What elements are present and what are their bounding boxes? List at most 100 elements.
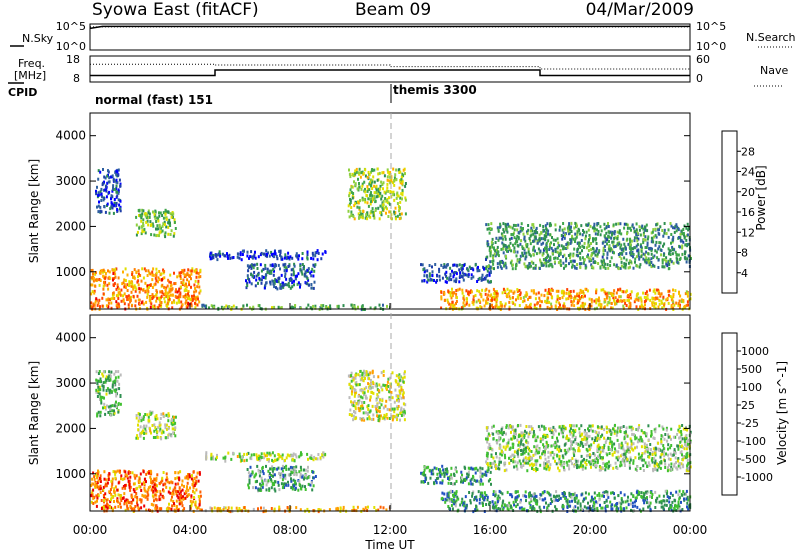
scatter-cell <box>542 258 545 261</box>
scatter-cell <box>535 226 538 230</box>
scatter-cell <box>193 290 196 294</box>
scatter-cell <box>506 294 508 298</box>
scatter-cell <box>687 254 690 258</box>
scatter-cell <box>197 495 200 498</box>
scatter-cell <box>164 423 167 427</box>
scatter-cell <box>170 283 173 287</box>
scatter-cell <box>516 295 519 299</box>
scatter-cell <box>599 450 602 454</box>
scatter-cell <box>101 195 103 199</box>
scatter-cell <box>130 280 133 284</box>
scatter-cell <box>551 265 554 269</box>
scatter-cell <box>560 234 563 237</box>
scatter-cell <box>445 280 448 284</box>
scatter-cell <box>404 196 407 200</box>
scatter-cell <box>470 276 473 280</box>
scatter-cell <box>135 414 138 417</box>
scatter-cell <box>90 500 93 504</box>
scatter-cell <box>155 227 158 231</box>
scatter-cell <box>520 239 523 243</box>
scatter-cell <box>117 370 120 374</box>
scatter-cell <box>615 222 618 226</box>
scatter-cell <box>421 279 424 283</box>
scatter-cell <box>138 484 141 488</box>
scatter-cell <box>260 452 263 456</box>
scatter-cell <box>147 285 150 289</box>
scatter-cell <box>500 247 503 251</box>
scatter-cell <box>95 378 98 382</box>
scatter-cell <box>658 292 661 295</box>
scatter-cell <box>209 251 212 255</box>
scatter-cell <box>487 265 490 268</box>
scatter-cell <box>403 411 406 415</box>
scatter-cell <box>149 470 152 474</box>
scatter-cell <box>440 306 443 310</box>
scatter-cell <box>538 237 541 241</box>
scatter-cell <box>523 251 526 255</box>
scatter-cell <box>686 222 689 226</box>
scatter-cell <box>579 251 582 255</box>
scatter-cell <box>595 290 598 294</box>
scatter-cell <box>526 264 529 268</box>
scatter-cell <box>180 271 183 275</box>
scatter-cell <box>471 467 474 471</box>
scatter-cell <box>298 480 301 484</box>
scatter-cell <box>252 305 255 309</box>
scatter-cell <box>184 287 187 291</box>
scatter-cell <box>574 232 577 236</box>
scatter-cell <box>558 306 561 310</box>
scatter-cell <box>254 486 257 490</box>
scatter-cell <box>114 376 117 380</box>
scatter-cell <box>379 414 382 418</box>
scatter-cell <box>95 473 97 477</box>
scatter-cell <box>312 253 315 257</box>
scatter-cell <box>140 500 143 504</box>
scatter-cell <box>133 490 136 494</box>
scatter-cell <box>532 266 535 270</box>
scatter-cell <box>595 288 598 292</box>
scatter-cell <box>137 479 140 483</box>
scatter-cell <box>98 392 101 396</box>
scatter-cell <box>642 252 645 256</box>
scatter-cell <box>515 298 517 302</box>
scatter-cell <box>480 278 483 282</box>
scatter-cell <box>109 207 112 211</box>
scatter-cell <box>603 306 606 310</box>
scatter-cell <box>385 205 387 209</box>
scatter-cell <box>180 281 183 285</box>
scatter-cell <box>147 290 150 294</box>
scatter-cell <box>595 301 598 305</box>
scatter-cell <box>354 405 357 409</box>
scatter-cell <box>294 486 297 490</box>
scatter-cell <box>110 370 113 374</box>
scatter-cell <box>654 243 657 247</box>
scatter-cell <box>488 231 491 235</box>
scatter-cell <box>291 281 294 285</box>
scatter-cell <box>205 453 208 457</box>
scatter-cell <box>518 258 521 261</box>
nave-tick-bottom: 0 <box>696 72 703 85</box>
scatter-cell <box>113 203 116 207</box>
scatter-cell <box>152 224 155 228</box>
scatter-cell <box>596 306 598 310</box>
scatter-cell <box>100 187 103 191</box>
scatter-cell <box>556 295 559 299</box>
scatter-cell <box>610 302 613 305</box>
scatter-cell <box>138 214 140 217</box>
scatter-cell <box>99 484 102 488</box>
scatter-cell <box>545 241 548 245</box>
scatter-cell <box>133 284 136 288</box>
scatter-cell <box>577 442 580 446</box>
scatter-cell <box>178 502 181 506</box>
scatter-cell <box>118 387 121 391</box>
scatter-cell <box>388 408 391 412</box>
scatter-cell <box>285 483 288 487</box>
scatter-cell <box>596 228 598 232</box>
scatter-cell <box>162 471 165 474</box>
scatter-cell <box>184 490 187 494</box>
scatter-cell <box>460 476 463 479</box>
scatter-cell <box>170 507 173 511</box>
scatter-cell <box>166 305 169 308</box>
scatter-cell <box>652 228 655 232</box>
scatter-cell <box>634 257 637 261</box>
